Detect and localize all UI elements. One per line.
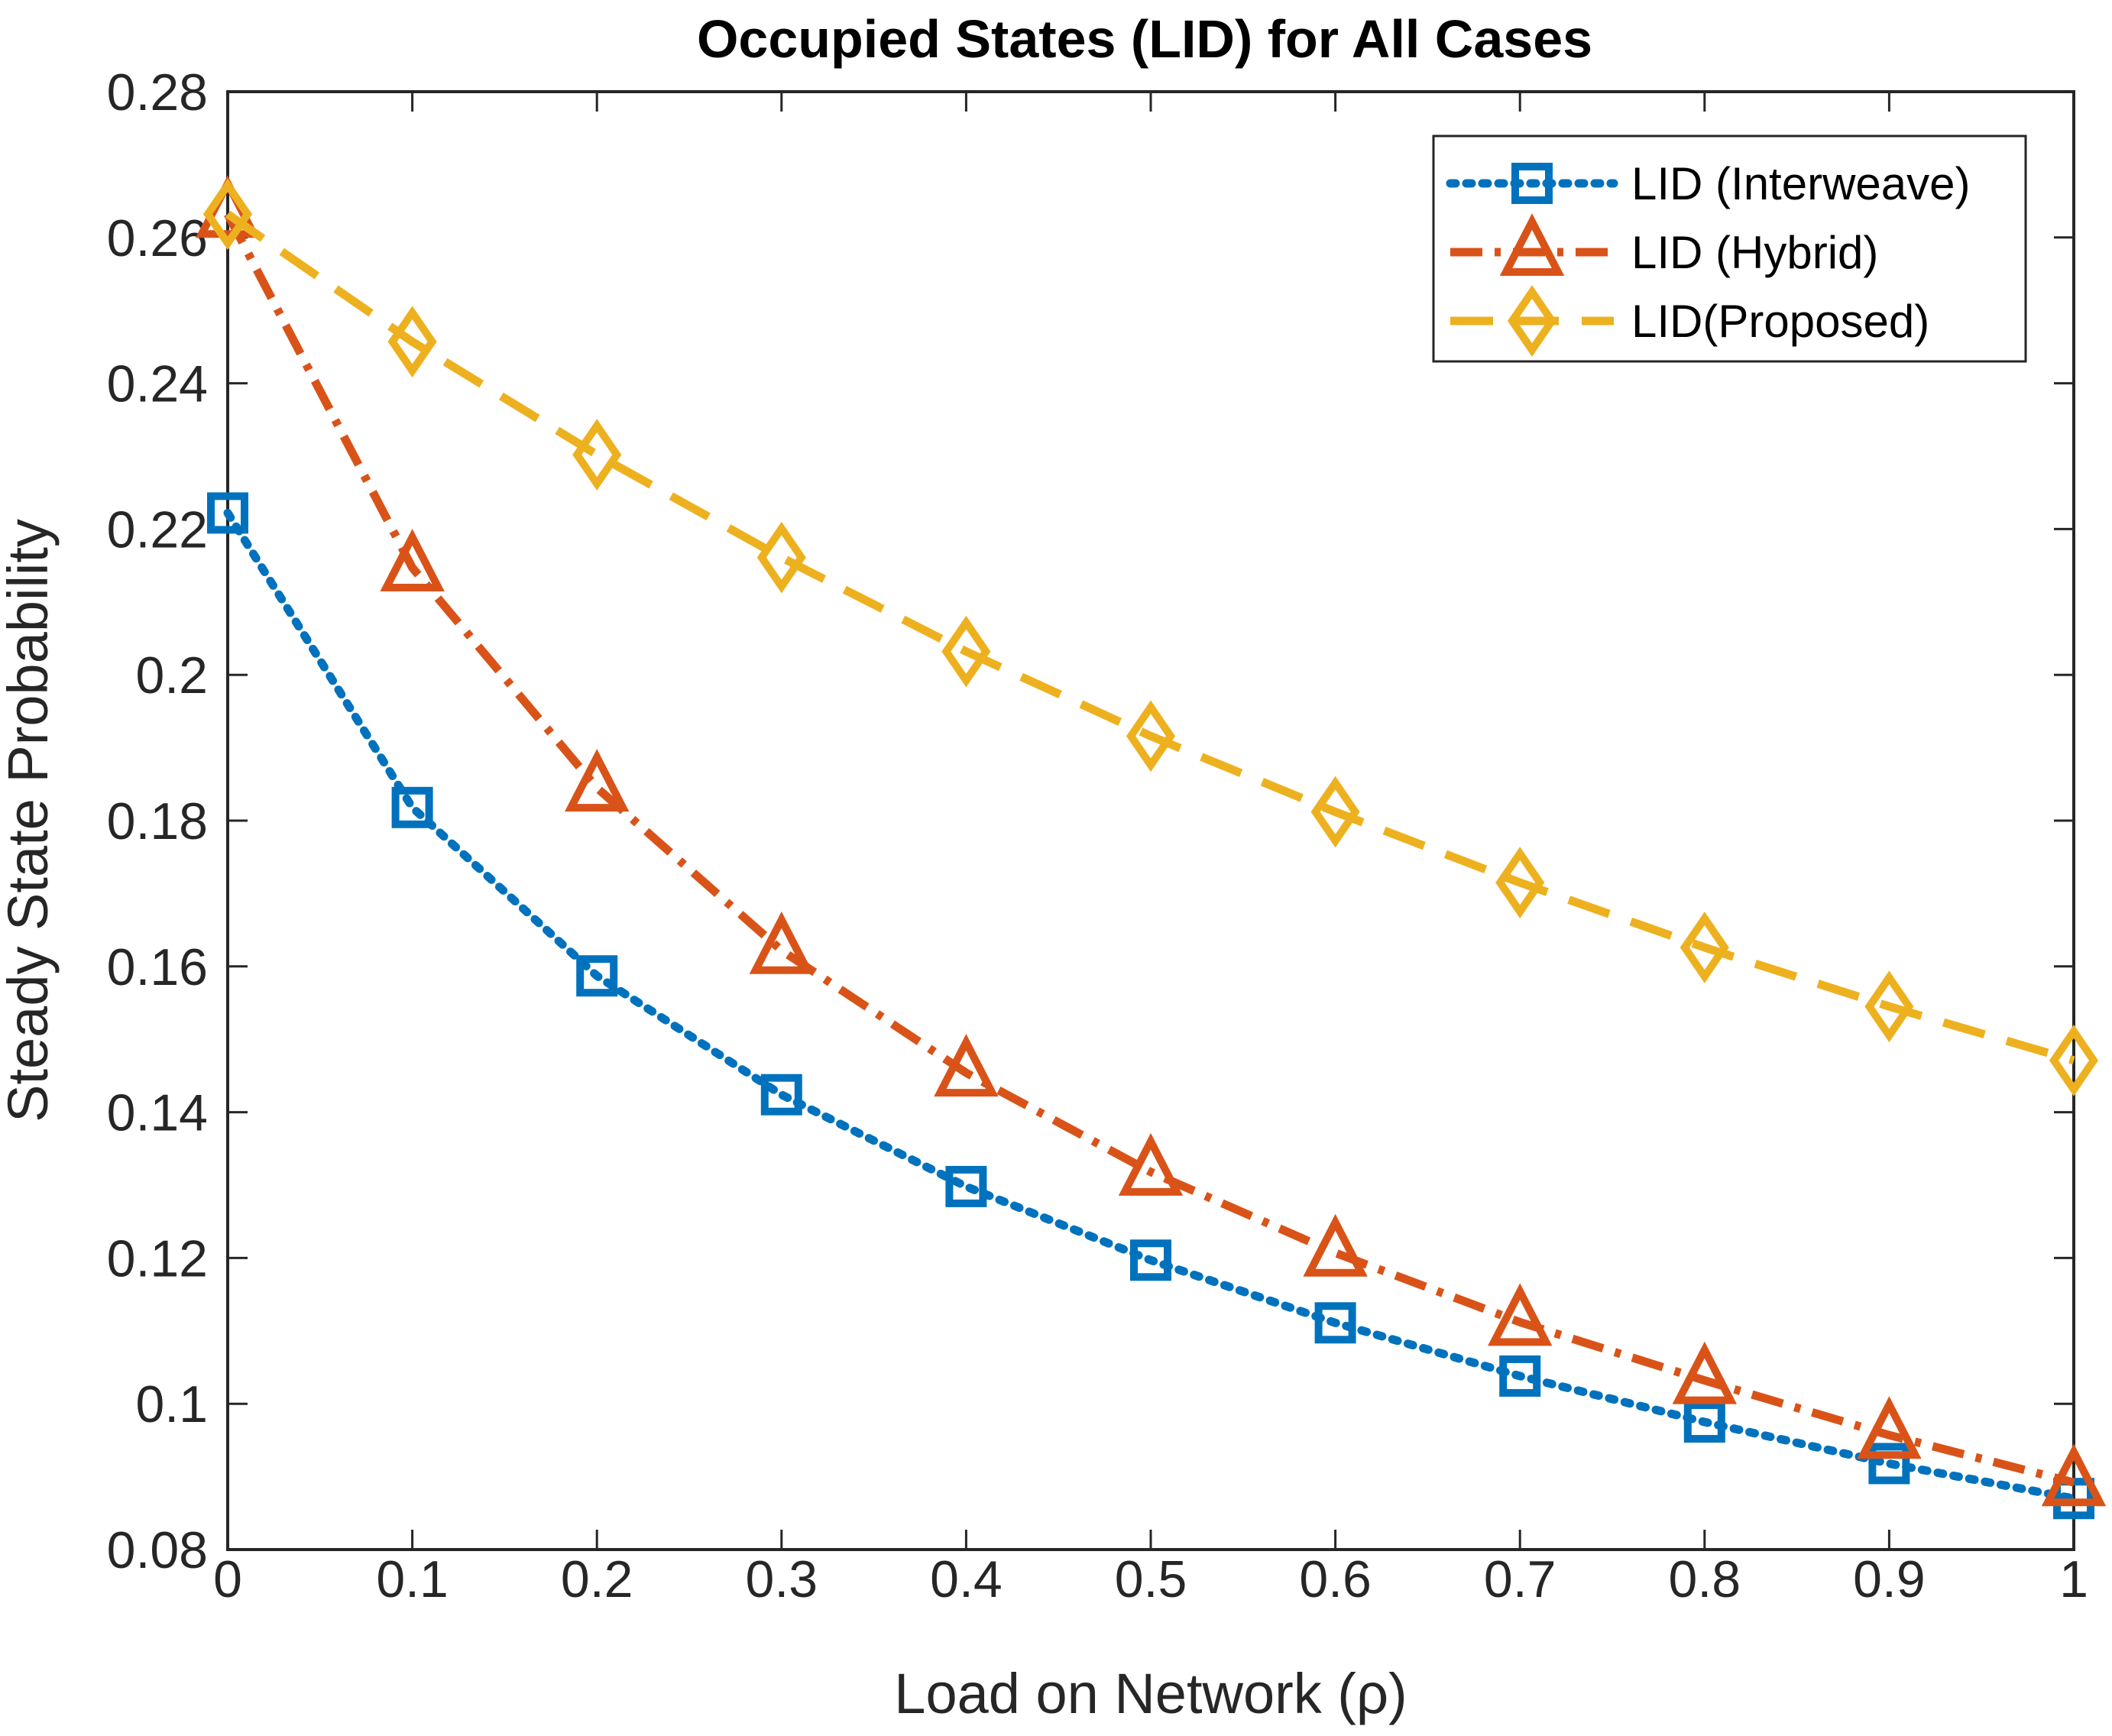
- data-point: [1868, 1443, 1910, 1485]
- y-tick-label: 0.18: [107, 792, 208, 850]
- x-tick-label: 0.7: [1484, 1550, 1556, 1608]
- x-axis-label: Load on Network (ρ): [894, 1662, 1407, 1725]
- y-tick-label: 0.14: [107, 1084, 208, 1142]
- series-line: [224, 212, 2075, 1487]
- data-point: [1857, 1396, 1922, 1459]
- y-tick-label: 0.2: [135, 646, 208, 704]
- data-point: [2049, 1025, 2099, 1096]
- data-point: [749, 911, 815, 974]
- y-tick-label: 0.08: [107, 1521, 208, 1579]
- data-point: [941, 615, 991, 688]
- legend-label: LID (Hybrid): [1631, 227, 1878, 278]
- y-tick-label: 0.24: [107, 355, 208, 413]
- legend-marker: [1507, 285, 1557, 357]
- x-tick-label: 0.4: [930, 1550, 1003, 1608]
- x-axis: 0 0.1 0.2 0.3 0.4 0.5 0.6 0.7 0.8 0.9 1: [213, 92, 2088, 1608]
- data-point: [1864, 970, 1914, 1043]
- data-point: [380, 529, 445, 591]
- x-tick-label: 0: [213, 1550, 242, 1608]
- legend-entry: LID(Proposed): [1450, 285, 1929, 357]
- y-tick-label: 0.12: [107, 1229, 208, 1287]
- data-point: [207, 492, 248, 534]
- legend-marker: [1511, 163, 1553, 204]
- y-axis-label: Steady State Probability: [0, 519, 60, 1122]
- data-point: [1314, 1302, 1356, 1344]
- x-tick-label: 1: [2059, 1550, 2088, 1608]
- legend-label: LID (Interweave): [1631, 158, 1971, 209]
- data-point: [576, 955, 618, 997]
- data-point: [934, 1034, 999, 1097]
- data-point: [1303, 1213, 1368, 1277]
- data-point: [572, 419, 622, 491]
- series-2: [195, 175, 2107, 1507]
- legend-entry: LID (Hybrid): [1450, 213, 1878, 278]
- data-point: [1487, 1283, 1553, 1346]
- series-3: [202, 178, 2099, 1096]
- data-point: [1130, 1239, 1171, 1281]
- data-point: [1680, 912, 1729, 983]
- x-tick-label: 0.3: [746, 1550, 818, 1608]
- y-tick-label: 0.1: [135, 1375, 208, 1433]
- y-tick-label: 0.22: [107, 500, 208, 559]
- data-point: [1672, 1341, 1738, 1404]
- data-point: [391, 786, 433, 828]
- legend-entry: LID (Interweave): [1446, 158, 1971, 209]
- x-tick-label: 0.8: [1669, 1550, 1741, 1608]
- x-tick-label: 0.9: [1853, 1550, 1926, 1608]
- legend: LID (Interweave) LID (Hybrid) LID(Proposed…: [1432, 134, 2027, 363]
- x-tick-label: 0.5: [1115, 1550, 1187, 1608]
- data-point: [2041, 1443, 2107, 1507]
- series-line: [223, 508, 2078, 1503]
- data-point: [1310, 776, 1360, 848]
- legend-marker: [1499, 213, 1565, 276]
- y-tick-label: 0.28: [107, 63, 208, 121]
- x-tick-label: 0.1: [376, 1550, 449, 1608]
- y-tick-label: 0.16: [107, 938, 208, 996]
- y-axis: 0.08 0.1 0.12 0.14 0.16 0.18 0.2 0.22 0.24 0.26 0.…: [107, 63, 2074, 1579]
- x-tick-label: 0.6: [1299, 1550, 1372, 1608]
- data-point: [1683, 1401, 1725, 1443]
- data-point: [1126, 700, 1176, 772]
- series-line: [225, 210, 2075, 1065]
- data-point: [1499, 1355, 1541, 1397]
- y-tick-label: 0.26: [107, 209, 208, 267]
- data-point: [1495, 847, 1545, 918]
- chart-title: Occupied States (LID) for All Cases: [697, 9, 1592, 69]
- data-point: [945, 1165, 987, 1207]
- data-point: [1118, 1132, 1184, 1196]
- x-tick-label: 0.2: [561, 1550, 633, 1608]
- data-point: [760, 1074, 802, 1116]
- data-point: [564, 749, 630, 812]
- data-point: [387, 306, 437, 378]
- series-layer: [195, 175, 2107, 1520]
- data-point: [756, 521, 806, 594]
- legend-label: LID(Proposed): [1631, 296, 1929, 347]
- data-point: [202, 178, 253, 251]
